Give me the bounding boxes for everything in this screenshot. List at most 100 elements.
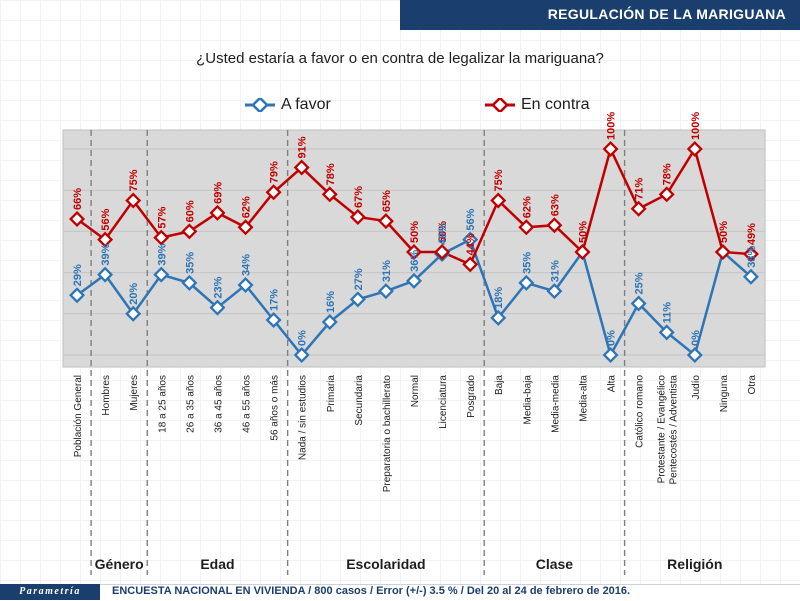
group-label: Religión: [667, 556, 722, 572]
data-label-favor: 49%: [437, 223, 449, 245]
data-label-favor: 0%: [690, 330, 702, 346]
legend-label-contra: En contra: [521, 96, 590, 113]
data-label-contra: 75%: [128, 169, 140, 191]
footer-band: [0, 584, 800, 601]
point-favor: [181, 274, 198, 291]
data-label-favor: 27%: [353, 268, 365, 290]
category-label: Posgrado: [466, 375, 477, 418]
data-label-contra: 78%: [325, 163, 337, 185]
category-label: 46 a 55 años: [242, 375, 253, 433]
point-favor: [321, 314, 338, 331]
data-label-contra: 60%: [184, 200, 196, 222]
point-contra: [574, 244, 591, 260]
group-label: Género: [95, 556, 144, 572]
data-label-contra: 50%: [409, 221, 421, 243]
data-label-favor: 29%: [72, 264, 84, 286]
data-label-favor: 0%: [297, 330, 309, 346]
category-label: Baja: [494, 375, 505, 395]
group-label: Escolaridad: [346, 556, 425, 572]
category-label: Protestante / Evangélico: [657, 375, 668, 484]
data-label-favor: 0%: [606, 330, 618, 346]
data-label-contra: 57%: [156, 206, 168, 228]
line-chart: Género Edad Escolaridad Clase Religión Poblac…: [62, 112, 766, 575]
category-label: Media-media: [550, 375, 561, 433]
point-contra: [153, 229, 170, 246]
category-label: Católico romano: [635, 375, 646, 448]
point-contra: [630, 200, 647, 217]
point-favor: [518, 274, 535, 291]
point-favor: [686, 347, 703, 363]
category-label: Judío: [691, 375, 702, 400]
data-label-contra: 65%: [381, 190, 393, 212]
point-contra: [69, 211, 86, 228]
point-favor: [237, 276, 254, 293]
point-favor: [153, 266, 170, 283]
data-label-favor: 31%: [381, 260, 393, 282]
data-label-contra: 56%: [100, 208, 112, 230]
data-label-favor: 39%: [156, 243, 168, 265]
header-band: REGULACIÓN DE LA MARIGUANA: [400, 0, 800, 30]
legend-marker-contra: [485, 98, 515, 112]
point-favor: [630, 295, 647, 312]
chart-legend: A favor En contra: [0, 96, 800, 120]
category-label: Media-baja: [522, 375, 533, 425]
category-label: Media-alta: [578, 375, 589, 422]
legend-marker-favor: [245, 98, 275, 112]
data-label-favor: 18%: [493, 287, 505, 309]
category-label: 36 a 45 años: [213, 375, 224, 433]
point-contra: [434, 244, 451, 260]
category-label: Hombres: [101, 375, 112, 416]
category-label: 56 años o más: [270, 375, 281, 441]
category-label: Primaria: [326, 375, 337, 413]
data-label-favor: 35%: [184, 252, 196, 274]
data-label-contra: 50%: [437, 221, 449, 243]
point-contra: [406, 244, 422, 260]
point-contra: [125, 192, 142, 209]
data-label-contra: 62%: [521, 196, 533, 218]
data-label-favor: 34%: [241, 254, 253, 276]
point-favor: [462, 231, 479, 248]
data-label-favor: 20%: [128, 283, 140, 305]
legend-label-favor: A favor: [281, 96, 331, 113]
data-label-favor: 39%: [100, 243, 112, 265]
point-contra: [518, 219, 535, 236]
data-label-favor: 31%: [549, 260, 561, 282]
data-label-favor: 23%: [212, 276, 224, 298]
category-label: Mujeres: [129, 375, 140, 411]
point-favor: [490, 309, 507, 326]
point-contra: [209, 204, 226, 221]
data-label-contra: 67%: [353, 186, 365, 208]
group-label: Edad: [200, 556, 234, 572]
point-favor: [69, 287, 86, 304]
data-label-contra: 75%: [493, 169, 505, 191]
point-contra: [602, 141, 619, 157]
data-label-favor: 38%: [746, 245, 758, 267]
point-favor: [742, 268, 759, 285]
data-label-contra: 49%: [746, 223, 758, 245]
point-favor: [97, 266, 114, 283]
category-label: Otra: [747, 375, 758, 395]
data-label-contra: 71%: [634, 178, 646, 200]
footer-text: ENCUESTA NACIONAL EN VIVIENDA / 800 caso…: [112, 585, 631, 597]
plot-area: [62, 129, 766, 368]
point-contra: [293, 159, 310, 176]
category-label: Normal: [410, 375, 421, 407]
category-label: Preparatoria o bachillerato: [382, 375, 393, 493]
data-label-contra: 44%: [465, 233, 477, 255]
category-label: Ninguna: [719, 375, 730, 413]
point-contra: [349, 208, 366, 225]
point-contra: [546, 217, 563, 234]
data-label-contra: 78%: [662, 163, 674, 185]
data-label-favor: 16%: [325, 291, 337, 313]
header-title: REGULACIÓN DE LA MARIGUANA: [547, 6, 786, 22]
data-label-contra: 100%: [606, 112, 618, 140]
point-favor: [209, 299, 226, 316]
chart-question: ¿Usted estaría a favor o en contra de le…: [196, 50, 604, 67]
data-label-contra: 63%: [549, 194, 561, 216]
point-contra: [321, 186, 338, 203]
category-label: 26 a 35 años: [185, 375, 196, 433]
point-contra: [462, 256, 479, 273]
data-label-contra: 91%: [297, 136, 309, 158]
category-label: Pentecostés / Adventista: [669, 375, 680, 485]
data-label-favor: 35%: [521, 252, 533, 274]
